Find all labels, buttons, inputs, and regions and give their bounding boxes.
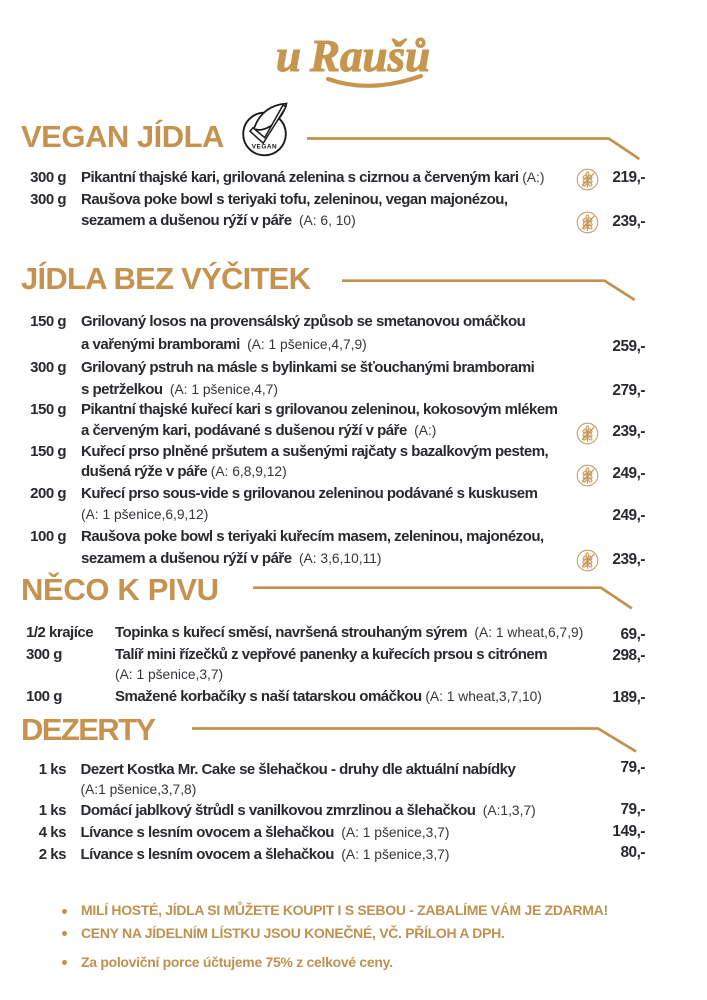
svg-text:u Raušů: u Raušů bbox=[276, 31, 430, 81]
svg-text:VEGAN: VEGAN bbox=[252, 143, 277, 150]
